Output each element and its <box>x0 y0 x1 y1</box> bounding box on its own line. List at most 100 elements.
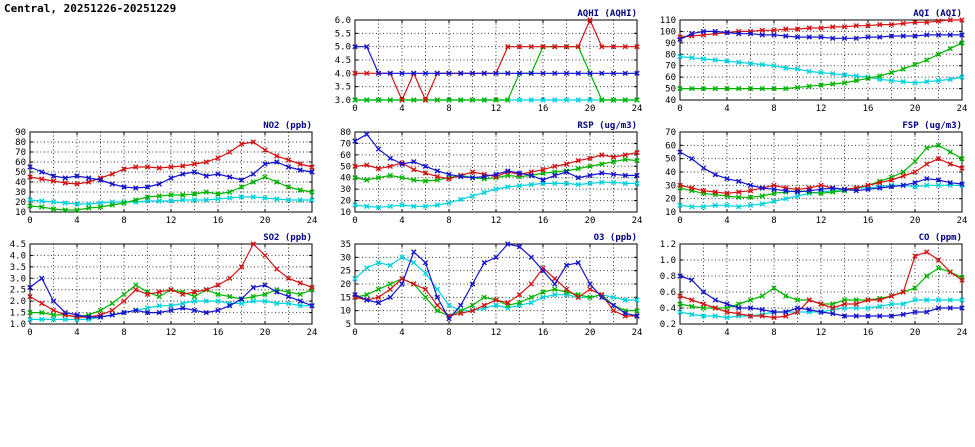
svg-text:25: 25 <box>340 267 351 277</box>
chart-so2: 0 4 8 12 16 20 24 1.0 1.5 2.0 2.5 3.0 3.5 4.0 4.5 SO2 (… <box>0 230 325 342</box>
svg-text:0: 0 <box>27 328 32 338</box>
svg-text:20: 20 <box>585 216 596 226</box>
svg-text:12: 12 <box>816 104 827 114</box>
chart-svg-o3: 0 4 8 12 16 20 24 5 10 15 20 25 30 35 O3 (ppb) <box>340 233 642 338</box>
svg-text:SO2 (ppb): SO2 (ppb) <box>263 233 312 243</box>
svg-text:20: 20 <box>665 195 676 205</box>
svg-text:5.5: 5.5 <box>335 29 351 39</box>
empty-cell <box>0 6 325 118</box>
svg-text:CO (ppm): CO (ppm) <box>919 233 962 243</box>
svg-text:60: 60 <box>340 151 351 161</box>
svg-text:AQHI (AQHI): AQHI (AQHI) <box>577 9 637 19</box>
svg-text:6.0: 6.0 <box>335 16 351 26</box>
chart-rsp: 0 4 8 12 16 20 24 10 20 30 40 50 60 70 80 RSP (ug/m3) <box>325 118 650 230</box>
chart-svg-co: 0 4 8 12 16 20 24 0.2 0.4 0.6 0.8 1.0 1.2 CO (ppm) <box>660 233 968 338</box>
svg-text:90: 90 <box>665 39 676 49</box>
svg-text:4.5: 4.5 <box>335 56 351 66</box>
svg-text:10: 10 <box>15 208 26 218</box>
svg-text:35: 35 <box>340 240 351 250</box>
svg-text:5: 5 <box>346 320 351 330</box>
svg-text:4: 4 <box>724 104 729 114</box>
svg-text:16: 16 <box>538 104 549 114</box>
svg-text:40: 40 <box>665 168 676 178</box>
svg-text:16: 16 <box>213 216 224 226</box>
svg-text:20: 20 <box>15 198 26 208</box>
svg-text:10: 10 <box>665 208 676 218</box>
svg-text:30: 30 <box>665 181 676 191</box>
svg-text:40: 40 <box>665 96 676 106</box>
svg-text:40: 40 <box>340 174 351 184</box>
svg-text:80: 80 <box>15 138 26 148</box>
svg-text:20: 20 <box>260 328 271 338</box>
svg-text:16: 16 <box>213 328 224 338</box>
svg-text:40: 40 <box>15 178 26 188</box>
svg-text:3.0: 3.0 <box>335 96 351 106</box>
svg-text:O3 (ppb): O3 (ppb) <box>594 233 637 243</box>
svg-text:2.0: 2.0 <box>10 297 26 307</box>
svg-text:20: 20 <box>585 328 596 338</box>
svg-text:70: 70 <box>665 62 676 72</box>
svg-text:0.2: 0.2 <box>660 320 676 330</box>
svg-text:80: 80 <box>665 50 676 60</box>
svg-text:20: 20 <box>260 216 271 226</box>
svg-text:110: 110 <box>660 16 676 26</box>
svg-text:2.5: 2.5 <box>10 286 26 296</box>
svg-text:70: 70 <box>340 139 351 149</box>
svg-text:20: 20 <box>340 197 351 207</box>
svg-text:16: 16 <box>863 216 874 226</box>
svg-text:4.5: 4.5 <box>10 240 26 250</box>
svg-text:24: 24 <box>957 328 968 338</box>
svg-text:4.0: 4.0 <box>335 69 351 79</box>
svg-text:12: 12 <box>816 216 827 226</box>
svg-text:10: 10 <box>340 208 351 218</box>
chart-svg-so2: 0 4 8 12 16 20 24 1.01.5 2.02.5 3.03.5 4.04.5 SO2 (… <box>10 233 318 338</box>
chart-svg-fsp: 0 4 8 12 16 20 24 10 20 30 40 50 60 70 FSP (ug/m3) <box>665 121 967 226</box>
svg-text:24: 24 <box>307 216 318 226</box>
svg-text:20: 20 <box>340 280 351 290</box>
svg-text:30: 30 <box>340 185 351 195</box>
chart-aqhi: 0 4 8 12 16 20 24 3.0 3.5 4.0 4.5 5.0 5.5 6.0 AQHI (AQ… <box>325 6 650 118</box>
svg-text:16: 16 <box>863 104 874 114</box>
svg-text:50: 50 <box>665 85 676 95</box>
svg-text:8: 8 <box>121 216 126 226</box>
svg-text:3.0: 3.0 <box>10 274 26 284</box>
svg-text:1.0: 1.0 <box>660 256 676 266</box>
svg-text:8: 8 <box>446 104 451 114</box>
svg-text:1.5: 1.5 <box>10 309 26 319</box>
svg-text:12: 12 <box>491 328 502 338</box>
svg-text:16: 16 <box>538 216 549 226</box>
chart-svg-aqhi: 0 4 8 12 16 20 24 3.0 3.5 4.0 4.5 5.0 5.5 6.0 AQHI (AQ… <box>335 9 643 114</box>
svg-text:100: 100 <box>660 27 676 37</box>
svg-text:16: 16 <box>863 328 874 338</box>
svg-text:20: 20 <box>910 104 921 114</box>
svg-text:70: 70 <box>15 148 26 158</box>
svg-text:70: 70 <box>665 128 676 138</box>
svg-text:0.8: 0.8 <box>660 272 676 282</box>
svg-text:10: 10 <box>340 307 351 317</box>
svg-text:50: 50 <box>15 168 26 178</box>
chart-o3: 0 4 8 12 16 20 24 5 10 15 20 25 30 35 O3 (ppb) <box>325 230 650 342</box>
svg-text:0.4: 0.4 <box>660 304 676 314</box>
svg-text:20: 20 <box>910 216 921 226</box>
svg-text:0: 0 <box>677 216 682 226</box>
chart-fsp: 0 4 8 12 16 20 24 10 20 30 40 50 60 70 FSP (ug/m3) <box>650 118 975 230</box>
svg-text:24: 24 <box>957 104 968 114</box>
svg-text:0.6: 0.6 <box>660 288 676 298</box>
svg-text:4.0: 4.0 <box>10 251 26 261</box>
page-title: Central, 20251226-20251229 <box>4 2 177 15</box>
svg-text:5.0: 5.0 <box>335 43 351 53</box>
svg-text:12: 12 <box>491 216 502 226</box>
svg-text:60: 60 <box>15 158 26 168</box>
svg-text:20: 20 <box>585 104 596 114</box>
svg-text:8: 8 <box>446 328 451 338</box>
svg-text:0: 0 <box>352 328 357 338</box>
svg-text:24: 24 <box>307 328 318 338</box>
svg-text:0: 0 <box>352 104 357 114</box>
svg-text:4: 4 <box>724 328 729 338</box>
chart-aqi: 0 4 8 12 16 20 24 40 50 60 70 80 90 100 110 AQI (AQI) <box>650 6 975 118</box>
svg-text:24: 24 <box>632 216 643 226</box>
svg-text:12: 12 <box>166 328 177 338</box>
